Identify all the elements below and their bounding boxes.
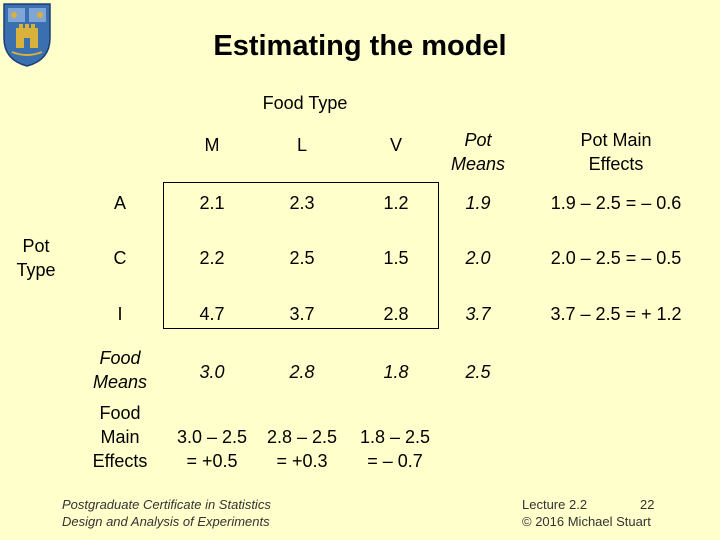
pot-means-header-text: Pot Means: [450, 130, 506, 174]
cell-c-v: 1.5: [383, 248, 409, 268]
food-mean-l: 2.8: [289, 362, 315, 382]
slide-title-text: Estimating the model: [213, 30, 507, 62]
footer-left: Postgraduate Certificate in Statistics D…: [62, 496, 322, 530]
pot-main-effects-header: Pot Main Effects: [546, 128, 686, 176]
food-effect-v: 1.8 – 2.5 = – 0.7: [350, 425, 440, 473]
row-label-a: A: [113, 193, 126, 213]
footer-lecture: Lecture 2.2: [522, 497, 588, 512]
food-type-label: Food Type: [262, 93, 348, 113]
food-means-label-text: Food Means: [92, 348, 148, 392]
cell-c-l: 2.5: [289, 248, 315, 268]
footer-right: Lecture 2.2 22 © 2016 Michael Stuart: [522, 496, 682, 530]
university-crest-icon: [3, 3, 51, 67]
cell-a-m: 2.1: [199, 193, 225, 213]
food-effect-v-line1: 1.8 – 2.5: [359, 427, 431, 447]
food-effect-v-line2: = – 0.7: [367, 451, 423, 471]
cell-i-v: 2.8: [383, 304, 409, 324]
food-effect-l-line1: 2.8 – 2.5: [266, 427, 338, 447]
pot-effect-c: 2.0 – 2.5 = – 0.5: [550, 248, 682, 268]
footer-course-subtitle: Design and Analysis of Experiments: [62, 514, 270, 529]
pot-mean-a: 1.9: [465, 193, 491, 213]
food-effect-m-line2: = +0.5: [186, 451, 238, 471]
pot-means-header: Pot Means: [438, 128, 518, 176]
cell-a-l: 2.3: [289, 193, 315, 213]
pot-effect-i: 3.7 – 2.5 = + 1.2: [550, 304, 682, 324]
cell-i-l: 3.7: [289, 304, 315, 324]
cell-i-m: 4.7: [199, 304, 225, 324]
footer-lecture-line: Lecture 2.2 22: [522, 496, 682, 513]
food-mean-v: 1.8: [383, 362, 409, 382]
pot-effect-a: 1.9 – 2.5 = – 0.6: [550, 193, 682, 213]
pot-mean-c: 2.0: [465, 248, 491, 268]
row-label-i: I: [117, 304, 123, 324]
footer-course-title: Postgraduate Certificate in Statistics: [62, 497, 271, 512]
food-effect-l: 2.8 – 2.5 = +0.3: [258, 425, 346, 473]
food-effect-m: 3.0 – 2.5 = +0.5: [168, 425, 256, 473]
food-main-effects-label-text: Food Main Effects: [92, 403, 148, 471]
grand-mean: 2.5: [465, 362, 491, 382]
row-label-c: C: [113, 248, 127, 268]
col-header-l: L: [296, 135, 307, 155]
col-header-m: M: [204, 135, 220, 155]
pot-type-label: Pot Type: [4, 234, 68, 282]
pot-main-effects-header-text: Pot Main Effects: [580, 130, 652, 174]
slide-title: Estimating the model: [0, 30, 720, 63]
food-means-label: Food Means: [78, 346, 162, 394]
col-header-v: V: [389, 135, 402, 155]
cell-c-m: 2.2: [199, 248, 225, 268]
food-effect-m-line1: 3.0 – 2.5: [176, 427, 248, 447]
pot-mean-i: 3.7: [465, 304, 491, 324]
food-effect-l-line2: = +0.3: [276, 451, 328, 471]
pot-type-label-text: Pot Type: [16, 236, 56, 280]
footer-page-number: 22: [640, 497, 655, 512]
footer-copyright: © 2016 Michael Stuart: [522, 514, 651, 529]
cell-a-v: 1.2: [383, 193, 409, 213]
data-cells-box: [163, 182, 439, 329]
food-main-effects-label: Food Main Effects: [78, 401, 162, 473]
food-mean-m: 3.0: [199, 362, 225, 382]
